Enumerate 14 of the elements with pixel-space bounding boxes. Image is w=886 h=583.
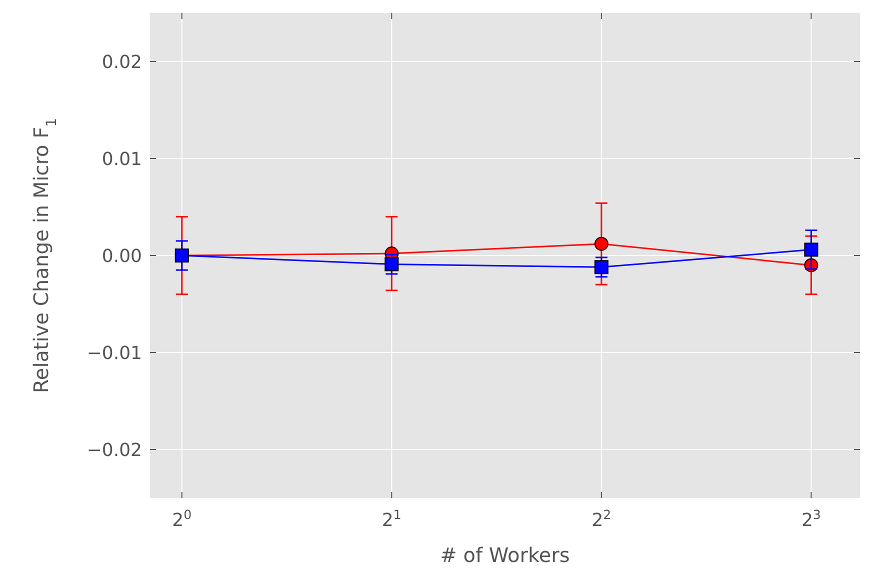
point <box>594 236 608 251</box>
point <box>804 242 818 257</box>
point <box>384 257 399 272</box>
y-tick-label: 0.02 <box>102 52 142 73</box>
y-tick-label: −0.02 <box>86 440 142 461</box>
x-tick-label: 2$^{3}$ <box>801 506 821 531</box>
x-tick-label: 2$^{1}$ <box>382 506 402 531</box>
x-tick-label: 2$^{2}$ <box>592 506 612 531</box>
x-tick-label: 2$^{0}$ <box>172 506 192 531</box>
y-tick-label: 0.00 <box>102 246 142 267</box>
x-axis-title: # of Workers <box>440 543 570 567</box>
y-tick-label: 0.01 <box>102 148 142 170</box>
y-tick-label: −0.01 <box>86 342 142 364</box>
point <box>594 260 608 274</box>
